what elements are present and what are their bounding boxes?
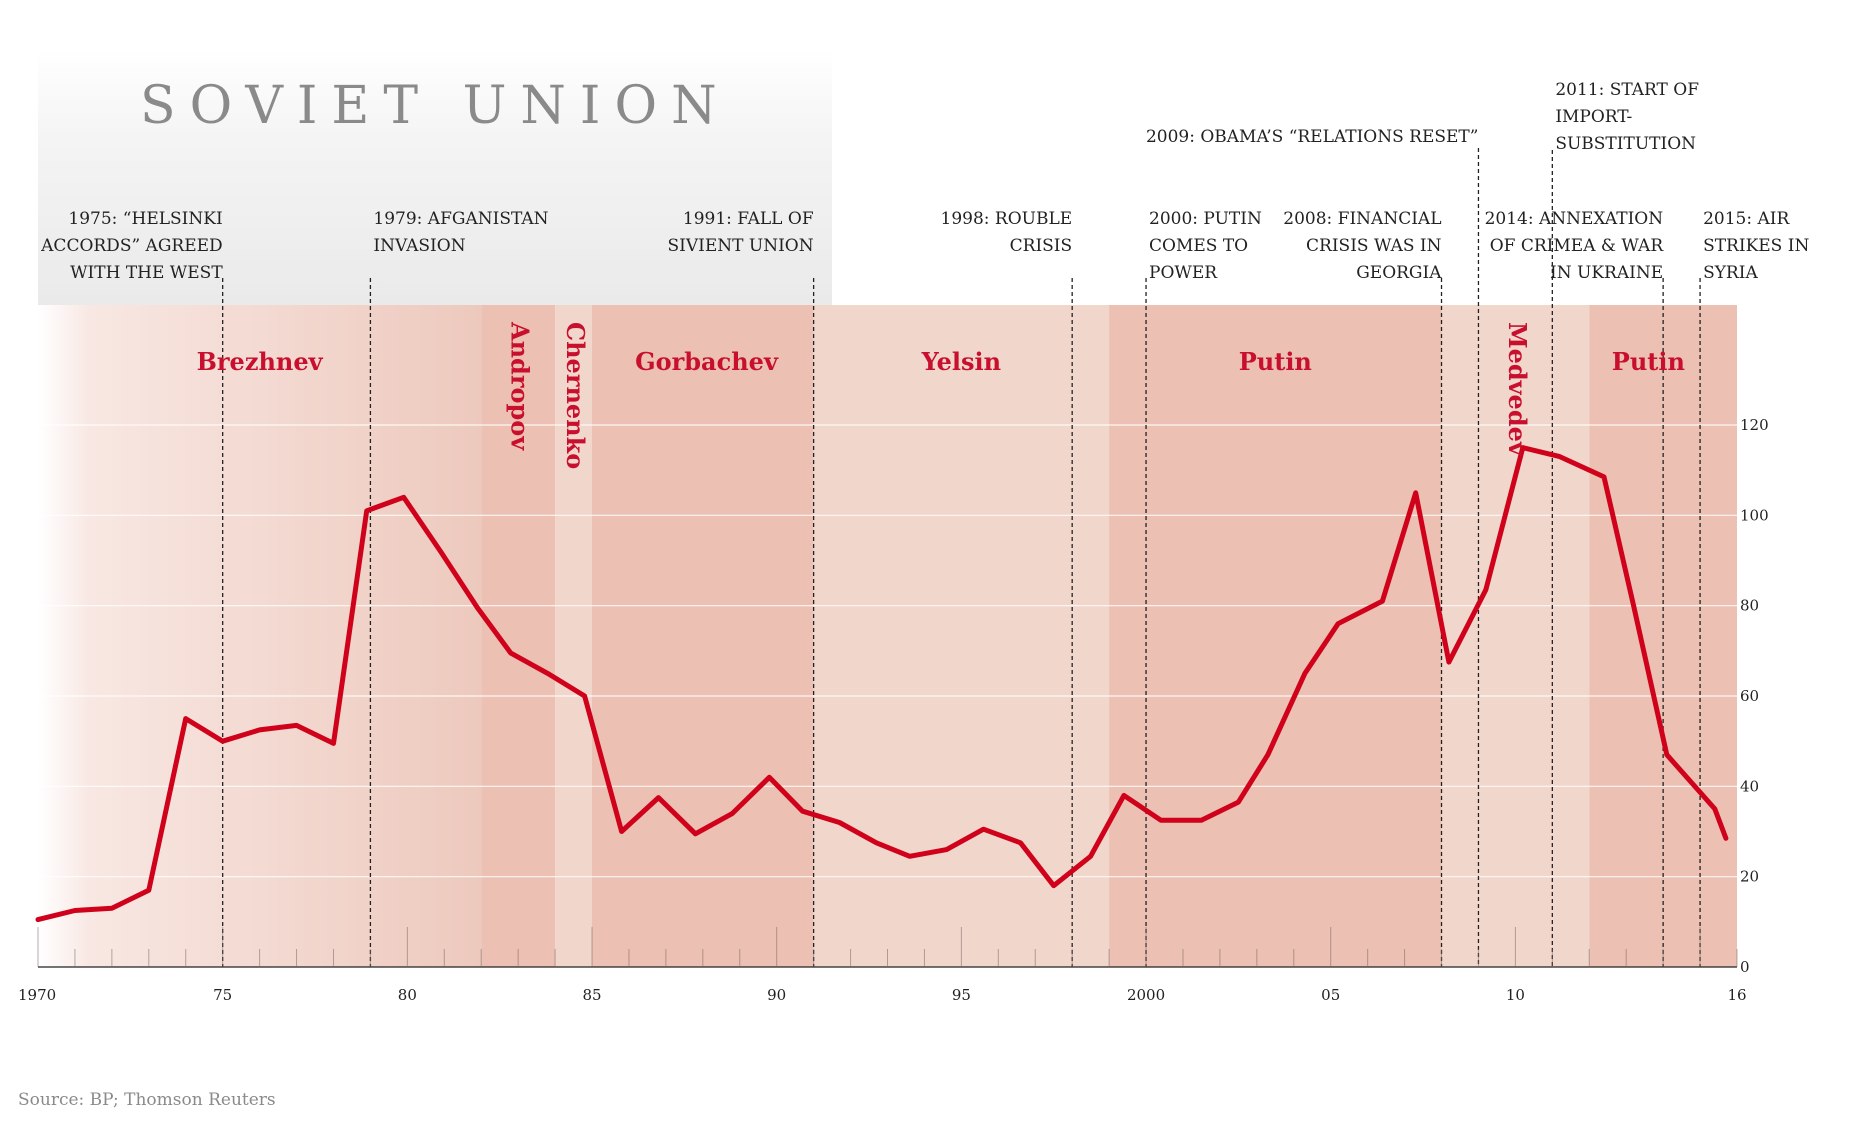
x-tick-label: 80 xyxy=(398,986,417,1004)
era-label: Yelsin xyxy=(921,347,1002,376)
y-axis: 0 20 40 60 80 100 120 xyxy=(1740,416,1769,976)
era-label: Andropov xyxy=(506,321,535,451)
y-tick-label: 120 xyxy=(1740,416,1769,434)
era-band xyxy=(481,305,556,967)
era-band xyxy=(38,305,482,967)
event-annotation: 1998: ROUBLE CRISIS xyxy=(941,209,1073,256)
y-tick-label: 40 xyxy=(1740,777,1759,795)
event-annotation-line: 1975: “HELSINKI xyxy=(68,209,222,229)
era-band xyxy=(1441,305,1590,967)
x-tick-label: 95 xyxy=(952,986,971,1004)
era-label: Chernenko xyxy=(561,322,590,469)
event-annotation: 2008: FINANCIAL CRISIS WAS IN GEORGIA xyxy=(1283,209,1442,283)
event-annotation-line: WITH THE WEST xyxy=(70,263,223,283)
event-annotation-line: 2015: AIR xyxy=(1703,209,1790,229)
event-annotation-line: SIVIENT UNION xyxy=(668,236,814,256)
event-annotation-line: 1991: FALL OF xyxy=(683,209,814,229)
event-annotation-line: SUBSTITUTION xyxy=(1555,134,1696,154)
title-band xyxy=(38,50,832,305)
series-line xyxy=(35,445,1729,923)
era-band xyxy=(555,305,593,967)
x-tick-label: 10 xyxy=(1506,986,1525,1004)
y-tick-label: 60 xyxy=(1740,687,1759,705)
x-tick-label: 05 xyxy=(1321,986,1340,1004)
x-tick-label: 16 xyxy=(1727,986,1746,1004)
event-annotation-line: OF CRIMEA & WAR xyxy=(1490,236,1665,256)
era-label: Putin xyxy=(1239,347,1312,376)
event-annotation-line: 2008: FINANCIAL xyxy=(1283,209,1441,229)
series-layer xyxy=(35,445,1729,923)
x-tick-label: 75 xyxy=(213,986,232,1004)
event-annotation-line: IN UKRAINE xyxy=(1550,263,1663,283)
x-tick-label: 2000 xyxy=(1127,986,1165,1004)
event-annotation-line: SYRIA xyxy=(1703,263,1758,283)
chart-title: SOVIET UNION xyxy=(140,76,731,136)
era-band xyxy=(592,305,814,967)
gridlines xyxy=(38,424,1737,878)
event-annotation: 1991: FALL OF SIVIENT UNION xyxy=(668,209,814,256)
event-annotation: 2000: PUTIN COMES TO POWER xyxy=(1149,209,1262,283)
x-axis: 1970 75 80 85 90 95 2000 05 10 16 xyxy=(18,927,1747,1004)
x-tick-label: 90 xyxy=(767,986,786,1004)
event-annotation: 2014: ANNEXATION OF CRIMEA & WAR IN UKRAIN… xyxy=(1485,209,1665,283)
event-annotation-line: 1998: ROUBLE xyxy=(941,209,1073,229)
event-annotation-line: CRISIS WAS IN xyxy=(1306,236,1442,256)
event-annotation-line: COMES TO xyxy=(1149,236,1248,256)
event-annotation-line: STRIKES IN xyxy=(1703,236,1809,256)
event-annotation-line: INVASION xyxy=(373,236,465,256)
era-label: Gorbachev xyxy=(635,347,779,376)
event-annotation-line: 2014: ANNEXATION xyxy=(1485,209,1664,229)
x-tick-label: 85 xyxy=(582,986,601,1004)
event-annotations: 1975: “HELSINKI ACCORDS” AGREED WITH THE W… xyxy=(40,80,1809,283)
era-band xyxy=(1109,305,1442,967)
event-annotation-line: 2011: START OF xyxy=(1555,80,1699,100)
source-note: Source: BP; Thomson Reuters xyxy=(18,1090,276,1110)
era-label: Brezhnev xyxy=(197,347,324,376)
era-label: Putin xyxy=(1612,347,1685,376)
era-bands xyxy=(38,305,1737,967)
event-annotation: 2011: START OF IMPORT- SUBSTITUTION xyxy=(1555,80,1699,154)
event-annotation-line: 2000: PUTIN xyxy=(1149,209,1262,229)
event-annotation-line: CRISIS xyxy=(1010,236,1073,256)
event-annotation-line: GEORGIA xyxy=(1356,263,1442,283)
x-tick-label: 1970 xyxy=(18,986,56,1004)
y-tick-label: 80 xyxy=(1740,597,1759,615)
event-annotation-line: ACCORDS” AGREED xyxy=(40,236,223,256)
era-band xyxy=(813,305,1110,967)
event-annotation: 1979: AFGANISTAN INVASION xyxy=(373,209,548,256)
event-annotation-line: IMPORT- xyxy=(1555,107,1632,127)
y-tick-label: 100 xyxy=(1740,506,1769,524)
event-lines xyxy=(222,148,1701,967)
event-annotation-line: 2009: OBAMA’S “RELATIONS RESET” xyxy=(1146,127,1479,147)
y-tick-label: 0 xyxy=(1740,958,1750,976)
event-annotation: 2015: AIR STRIKES IN SYRIA xyxy=(1703,209,1809,283)
event-annotation-line: 1979: AFGANISTAN xyxy=(373,209,548,229)
y-tick-label: 20 xyxy=(1740,868,1759,886)
era-labels: Brezhnev Andropov Chernenko Gorbachev Yelsin… xyxy=(197,321,1685,469)
era-label: Medvedev xyxy=(1503,322,1532,457)
event-annotation: 2009: OBAMA’S “RELATIONS RESET” xyxy=(1146,127,1479,147)
event-annotation: 1975: “HELSINKI ACCORDS” AGREED WITH THE W… xyxy=(40,209,223,283)
event-annotation-line: POWER xyxy=(1149,263,1218,283)
